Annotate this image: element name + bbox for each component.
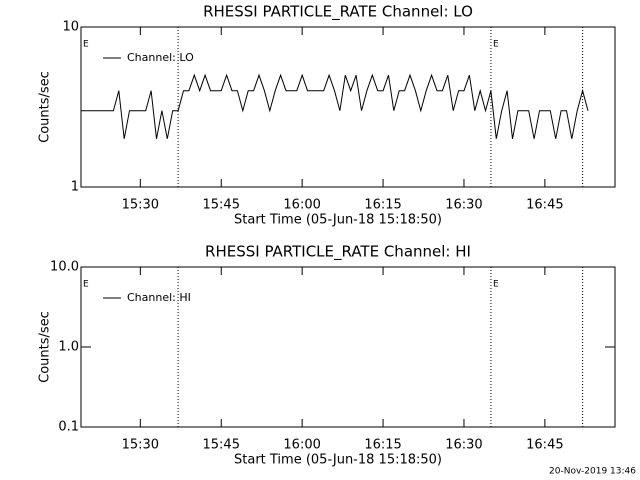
data-line bbox=[81, 73, 589, 139]
x-tick-label: 16:45 bbox=[526, 198, 563, 213]
x-tick-label: 16:45 bbox=[526, 438, 563, 453]
y-tick-label: 10.0 bbox=[50, 260, 79, 275]
y-tick-label: 1 bbox=[71, 180, 79, 195]
x-tick-label: 16:15 bbox=[364, 438, 401, 453]
y-tick-label: 1.0 bbox=[58, 340, 79, 355]
x-tick-label: 16:00 bbox=[283, 198, 320, 213]
x-tick-label: 16:30 bbox=[445, 198, 482, 213]
x-tick-label: 15:45 bbox=[203, 438, 240, 453]
x-tick-label: 16:15 bbox=[364, 198, 401, 213]
x-tick-label: 16:00 bbox=[283, 438, 320, 453]
annotation: E bbox=[493, 40, 499, 50]
x-tick-label: 15:30 bbox=[122, 198, 159, 213]
plot-frame bbox=[80, 26, 616, 188]
chart-title: RHESSI PARTICLE_RATE Channel: LO bbox=[203, 3, 473, 22]
chart-title: RHESSI PARTICLE_RATE Channel: HI bbox=[205, 243, 471, 262]
x-tick-label: 15:45 bbox=[203, 198, 240, 213]
annotation: E bbox=[83, 40, 89, 50]
y-axis-label: Counts/sec bbox=[38, 71, 53, 143]
x-tick-label: 15:30 bbox=[122, 438, 159, 453]
legend-label: Channel: LO bbox=[127, 51, 194, 64]
legend-label: Channel: HI bbox=[127, 291, 191, 304]
y-tick-label: 10 bbox=[62, 20, 79, 35]
annotation: E bbox=[493, 280, 499, 290]
y-tick-label: 0.1 bbox=[58, 420, 79, 435]
x-tick-label: 16:30 bbox=[445, 438, 482, 453]
x-axis-label: Start Time (05-Jun-18 15:18:50) bbox=[234, 453, 442, 468]
x-axis-label: Start Time (05-Jun-18 15:18:50) bbox=[234, 213, 442, 228]
footer: 20-Nov-2019 13:46 bbox=[549, 467, 636, 477]
y-axis-label: Counts/sec bbox=[38, 311, 53, 383]
annotation: E bbox=[83, 280, 89, 290]
